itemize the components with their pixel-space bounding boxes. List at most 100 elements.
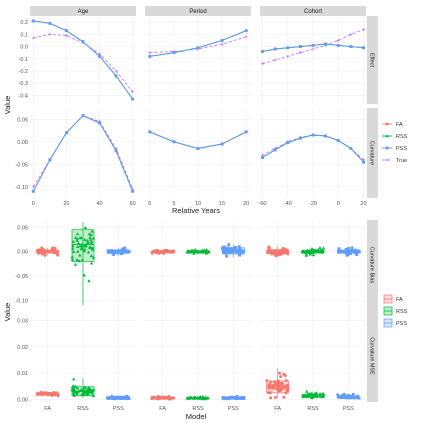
series-point-pss bbox=[286, 141, 290, 145]
jitter-point-rss bbox=[188, 395, 192, 399]
jitter-point-rss bbox=[199, 249, 204, 253]
series-point-true bbox=[311, 47, 315, 51]
jitter-point-rss bbox=[75, 258, 79, 262]
legend-marker-pss bbox=[385, 146, 389, 150]
jitter-point-pss bbox=[126, 249, 129, 253]
series-point-pss bbox=[286, 46, 290, 50]
y-tick-label: 0.0 bbox=[20, 45, 28, 51]
jitter-point-rss bbox=[82, 249, 86, 253]
y-tick-label: 0.05 bbox=[17, 117, 28, 123]
jitter-point-pss bbox=[231, 247, 235, 251]
jitter-point-fa bbox=[43, 253, 47, 257]
jitter-point-rss bbox=[80, 393, 84, 397]
jitter-point-rss bbox=[205, 396, 210, 400]
jitter-point-rss bbox=[87, 387, 91, 391]
jitter-point-rss bbox=[71, 246, 75, 250]
series-point-pss bbox=[362, 160, 365, 164]
series-point-pss bbox=[324, 42, 328, 46]
jitter-point-pss bbox=[226, 246, 230, 250]
jitter-point-rss bbox=[193, 248, 198, 252]
jitter-point-fa bbox=[165, 248, 169, 252]
jitter-point-pss bbox=[127, 250, 131, 254]
y-tick-label: 0.00 bbox=[17, 140, 28, 146]
jitter-point-pss bbox=[337, 247, 341, 251]
jitter-point-rss bbox=[75, 245, 80, 249]
x-tick-label: PSS bbox=[113, 406, 124, 412]
x-tick-label: -20 bbox=[309, 201, 317, 207]
series-point-pss bbox=[336, 139, 340, 142]
series-point-pss bbox=[244, 29, 248, 33]
jitter-point-pss bbox=[229, 250, 233, 254]
series-point-pss bbox=[65, 29, 68, 33]
jitter-point-pss bbox=[229, 247, 233, 250]
jitter-point-rss bbox=[71, 250, 76, 254]
jitter-point-fa bbox=[37, 248, 41, 252]
series-point-pss bbox=[148, 54, 152, 58]
x-tick-label: FA bbox=[274, 406, 281, 412]
series-point-pss bbox=[98, 54, 101, 58]
jitter-point-rss bbox=[89, 242, 94, 246]
series-point-true bbox=[336, 38, 340, 42]
jitter-point-rss bbox=[80, 244, 84, 248]
series-point-pss bbox=[362, 46, 365, 50]
jitter-point-pss bbox=[222, 246, 226, 250]
series-point-pss bbox=[261, 50, 264, 53]
series-point-true bbox=[286, 54, 290, 58]
jitter-point-pss bbox=[227, 250, 231, 254]
jitter-point-rss bbox=[310, 394, 314, 398]
jitter-point-rss bbox=[88, 236, 92, 240]
facet-label-age: Age bbox=[78, 9, 89, 15]
jitter-point-fa bbox=[267, 245, 271, 249]
jitter-point-pss bbox=[223, 245, 226, 249]
jitter-point-rss bbox=[79, 388, 83, 392]
series-point-pss bbox=[273, 47, 277, 51]
row-strip-curvature-mse bbox=[367, 310, 378, 402]
legend-label-rss: RSS bbox=[396, 309, 408, 315]
jitter-point-rss bbox=[71, 385, 76, 389]
jitter-point-fa bbox=[162, 251, 166, 255]
jitter-point-rss bbox=[321, 246, 326, 250]
x-tick-label: RSS bbox=[192, 406, 204, 412]
jitter-point-pss bbox=[112, 251, 116, 255]
jitter-point-rss bbox=[90, 229, 94, 233]
row-strip-curvature bbox=[367, 108, 378, 198]
series-point-true bbox=[31, 185, 35, 189]
series-point-pss bbox=[349, 147, 353, 150]
jitter-point-fa bbox=[52, 390, 56, 394]
series-point-pss bbox=[196, 147, 200, 150]
jitter-point-fa bbox=[285, 389, 289, 393]
jitter-point-rss bbox=[76, 249, 80, 253]
panel-period-curvature: 0 5 10 15 20 bbox=[145, 108, 251, 207]
jitter-point-rss bbox=[75, 391, 79, 395]
jitter-point-rss bbox=[313, 392, 317, 396]
jitter-point-fa bbox=[281, 246, 285, 250]
jitter-point-fa bbox=[50, 393, 54, 397]
jitter-point-pss bbox=[336, 393, 340, 397]
jitter-point-pss bbox=[352, 249, 356, 253]
panel-age-effect: 0.2 0.1 0.0 -0.1 -0.2 -0.3 -0.4 bbox=[19, 16, 136, 104]
jitter-point-rss bbox=[91, 394, 96, 398]
jitter-point-rss bbox=[192, 251, 196, 255]
jitter-point-rss bbox=[88, 245, 92, 249]
jitter-point-fa bbox=[157, 251, 161, 255]
panel-cohort-curvature: -60 -40 -20 0 20 bbox=[259, 108, 367, 207]
y-tick-label: -0.05 bbox=[15, 162, 28, 168]
panel-period-curvature-bias bbox=[145, 220, 251, 310]
series-point-true bbox=[273, 58, 277, 62]
jitter-point-rss bbox=[71, 389, 75, 393]
jitter-point-fa bbox=[268, 380, 272, 384]
series-point-pss bbox=[31, 189, 35, 193]
series-point-true bbox=[261, 62, 265, 66]
x-tick-label: 40 bbox=[97, 201, 103, 207]
jitter-point-fa bbox=[284, 379, 288, 383]
y-tick-label: -0.05 bbox=[15, 274, 28, 280]
jitter-point-rss bbox=[317, 394, 321, 398]
jitter-point-rss bbox=[82, 273, 86, 277]
jitter-point-rss bbox=[82, 385, 86, 389]
jitter-point-rss bbox=[73, 262, 78, 266]
jitter-point-rss bbox=[206, 249, 210, 253]
legend-label-pss: PSS bbox=[396, 321, 407, 327]
series-point-pss bbox=[311, 43, 315, 47]
series-point-true bbox=[349, 32, 353, 36]
bottom-y-axis-title: Value bbox=[3, 303, 12, 322]
